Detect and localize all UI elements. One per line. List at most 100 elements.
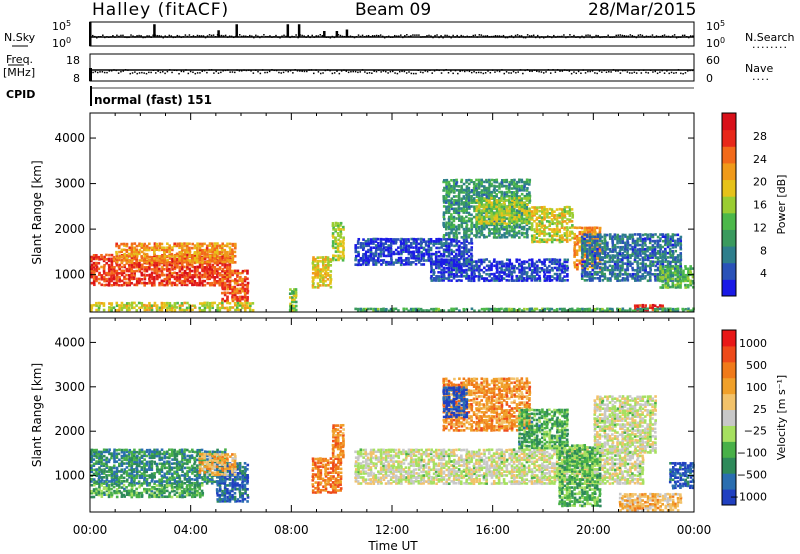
power-cell [113,283,116,287]
power-cell [482,277,486,280]
power-cell [548,238,552,242]
power-cell [198,279,202,283]
nsky-point [319,34,322,36]
power-cell [512,180,516,184]
power-cell [384,239,388,243]
power-cell [291,290,294,293]
power-cell [186,265,189,269]
power-cell [211,260,215,263]
power-cell [525,260,529,264]
power-cell [505,264,509,268]
power-cell [455,211,458,215]
power-cell [508,214,511,217]
power-cell [317,284,320,287]
power-cell [440,275,443,278]
power-cell [168,267,171,271]
power-cell [178,279,181,283]
power-cell [163,258,167,262]
power-cell [92,261,96,265]
power-cell [671,258,675,261]
power-cell [467,217,471,220]
power-cell [221,283,224,287]
power-cell [206,252,209,256]
power-cell [173,257,176,260]
power-cell [231,299,235,303]
power-cell [221,242,225,246]
freq-point [635,72,638,74]
power-cell [246,295,249,299]
power-cell [288,292,292,296]
power-cell [160,256,164,260]
power-cell [455,260,459,264]
nsky-point [198,35,201,37]
power-cell [508,229,511,233]
power-cell [445,199,448,202]
power-cell [485,193,488,196]
power-cell [507,279,511,282]
power-cell [526,187,529,190]
power-cell [442,268,446,272]
power-cell [614,275,617,278]
freq-point [475,71,478,74]
power-cell [175,265,179,269]
freq-point [287,70,289,73]
cpid-marker [90,86,92,106]
power-cell [631,248,635,251]
power-cell [460,209,464,213]
power-cell [495,227,498,231]
power-cell [150,268,154,271]
power-cell [220,248,224,252]
power-cell [186,246,189,250]
power-cell [510,191,514,194]
power-cell [581,250,584,253]
power-cell [566,272,569,276]
power-cell [354,244,358,247]
power-cell [357,250,360,254]
power-cell [311,260,315,263]
power-cell [538,216,541,219]
power-cell [226,295,229,299]
power-cell [475,260,478,263]
power-cell [148,255,152,259]
power-cell [191,259,194,262]
power-cell [616,254,620,257]
power-cell [644,269,647,272]
freq-point [387,72,389,74]
power-cell [497,222,501,226]
power-cell [210,275,214,279]
power-cell [233,301,237,305]
power-cell [450,270,453,274]
power-cell [556,260,559,264]
power-cell [543,205,546,209]
power-cell [598,245,602,249]
power-cell [558,238,562,242]
power-cell [216,255,219,258]
power-cell [107,257,111,261]
power-cell [515,220,519,223]
power-cell [243,279,247,283]
power-cell [241,302,244,305]
power-cell [603,260,607,263]
power-cell [132,250,136,254]
power-cell [327,274,330,277]
power-cell [465,264,469,268]
nsky-point [416,34,418,36]
power-cell [97,261,101,265]
freq-point [452,72,454,75]
power-cell [450,250,454,254]
power-cell [236,299,239,303]
power-cell [512,220,516,224]
power-cell [495,203,499,206]
power-cell [290,304,294,307]
power-cell [467,254,471,258]
power-cell [354,250,358,254]
power-cell [535,216,539,220]
power-cell [576,267,579,271]
power-cell [626,235,630,239]
nsky-point [486,35,489,37]
power-cell [193,252,196,256]
freq-point [515,71,517,74]
power-cell [653,304,657,308]
power-cell [598,243,602,247]
power-cell [180,252,184,256]
